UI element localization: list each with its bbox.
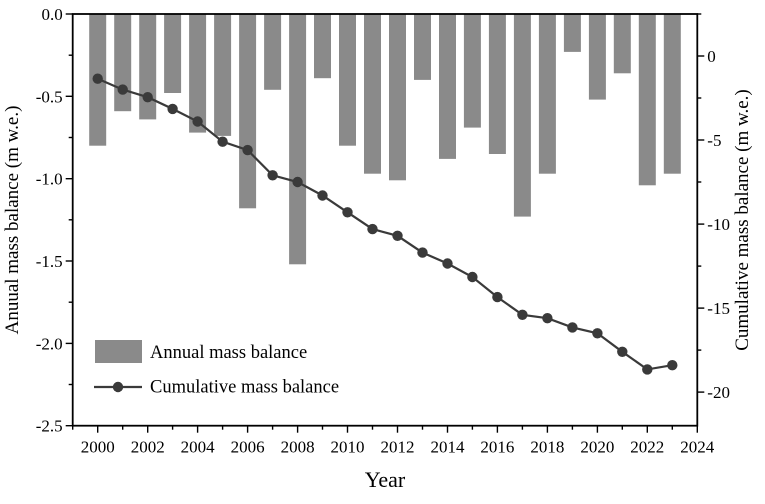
yleft-tick-label-0.0: 0.0: [41, 5, 62, 24]
bar-2011: [364, 14, 381, 174]
x-tick-label-2022: 2022: [630, 438, 664, 457]
bar-2022: [638, 14, 656, 186]
right-axis-title: Cumulative mass balance (m w.e.): [732, 89, 753, 351]
cumulative-point-2001: [117, 84, 128, 95]
legend-cumulative-marker: [112, 381, 124, 393]
yright-tick-label--5: -5: [707, 131, 721, 150]
axis-tick-labels: 2000 2002 2004 2006 2008 2010 2012 2014 2016 2018…: [36, 5, 730, 457]
cumulative-point-2009: [317, 190, 328, 201]
bar-2005: [214, 14, 232, 136]
left-axis-title: Anuual mass balance (m w.e.): [2, 106, 23, 335]
cumulative-point-2011: [367, 223, 378, 235]
cumulative-point-2019: [567, 322, 578, 333]
yright-tick-label--10: -10: [707, 215, 730, 234]
cumulative-point-2018: [542, 313, 553, 324]
x-tick-label-2006: 2006: [231, 438, 265, 457]
bar-2007: [264, 14, 282, 90]
yleft-tick-label--1.5: -1.5: [36, 252, 63, 271]
bar-2008: [289, 14, 307, 265]
cumulative-point-2010: [342, 207, 353, 218]
bar-2003: [164, 14, 182, 93]
cumulative-point-2000: [92, 73, 103, 84]
bar-2004: [189, 14, 207, 133]
cumulative-point-2003: [167, 103, 178, 115]
cumulative-line: [97, 77, 673, 371]
cumulative-point-2005: [217, 136, 228, 147]
cumulative-point-2016: [492, 291, 503, 303]
cumulative-point-2023: [667, 360, 678, 371]
x-tick-label-2002: 2002: [131, 438, 165, 457]
yright-tick-label--15: -15: [707, 299, 730, 318]
bar-2013: [414, 14, 431, 80]
yleft-tick-label--0.5: -0.5: [36, 87, 63, 106]
yright-tick-label-0: 0: [707, 47, 716, 66]
legend-annual-swatch: [95, 340, 142, 363]
cumulative-point-2021: [617, 346, 628, 357]
x-tick-label-2020: 2020: [580, 438, 614, 457]
bar-2021: [613, 14, 631, 74]
cumulative-point-2020: [592, 328, 603, 339]
cumulative-point-2012: [392, 230, 403, 241]
legend: Annual mass balance Cumulative mass bala…: [94, 340, 339, 398]
legend-cumulative-label: Cumulative mass balance: [150, 378, 339, 398]
cumulative-point-2008: [292, 176, 303, 188]
x-tick-label-2016: 2016: [480, 438, 514, 457]
x-axis-title: Year: [365, 467, 406, 492]
bar-2023: [663, 14, 681, 174]
bar-2018: [538, 14, 556, 174]
annual-bars-group: [89, 14, 681, 265]
x-tick-label-2014: 2014: [431, 438, 466, 457]
x-tick-label-2024: 2024: [680, 438, 715, 457]
bar-2017: [513, 14, 531, 217]
bar-2002: [139, 14, 157, 120]
bar-2012: [389, 14, 406, 181]
cumulative-point-2006: [242, 144, 253, 156]
cumulative-point-2014: [442, 258, 453, 269]
cumulative-point-2015: [467, 271, 478, 283]
cumulative-point-2013: [417, 247, 428, 258]
cumulative-point-2022: [642, 364, 653, 375]
cumulative-line-group: [92, 73, 678, 375]
axis-ticks: [65, 13, 705, 433]
x-tick-label-2004: 2004: [181, 438, 216, 457]
x-tick-label-2012: 2012: [381, 438, 415, 457]
bar-2009: [314, 14, 331, 79]
yleft-tick-label--2.0: -2.0: [36, 334, 63, 353]
x-tick-label-2018: 2018: [530, 438, 564, 457]
yleft-tick-label--2.5: -2.5: [36, 417, 63, 436]
x-tick-label-2010: 2010: [331, 438, 365, 457]
bar-2015: [463, 14, 481, 128]
yleft-tick-label--1.0: -1.0: [36, 170, 63, 189]
bar-2019: [563, 14, 581, 52]
yright-tick-label--20: -20: [707, 383, 730, 402]
bar-2014: [439, 14, 456, 159]
bar-2016: [488, 14, 506, 154]
cumulative-point-2002: [142, 92, 153, 103]
cumulative-point-2004: [192, 116, 203, 127]
cumulative-point-2017: [517, 309, 528, 320]
bar-2006: [239, 14, 257, 209]
legend-annual-label: Annual mass balance: [150, 343, 307, 363]
x-tick-label-2008: 2008: [281, 438, 315, 457]
bar-2020: [588, 14, 606, 100]
x-tick-label-2000: 2000: [81, 438, 115, 457]
cumulative-point-2007: [267, 170, 278, 181]
bar-2001: [114, 14, 132, 112]
bar-2010: [339, 14, 356, 146]
